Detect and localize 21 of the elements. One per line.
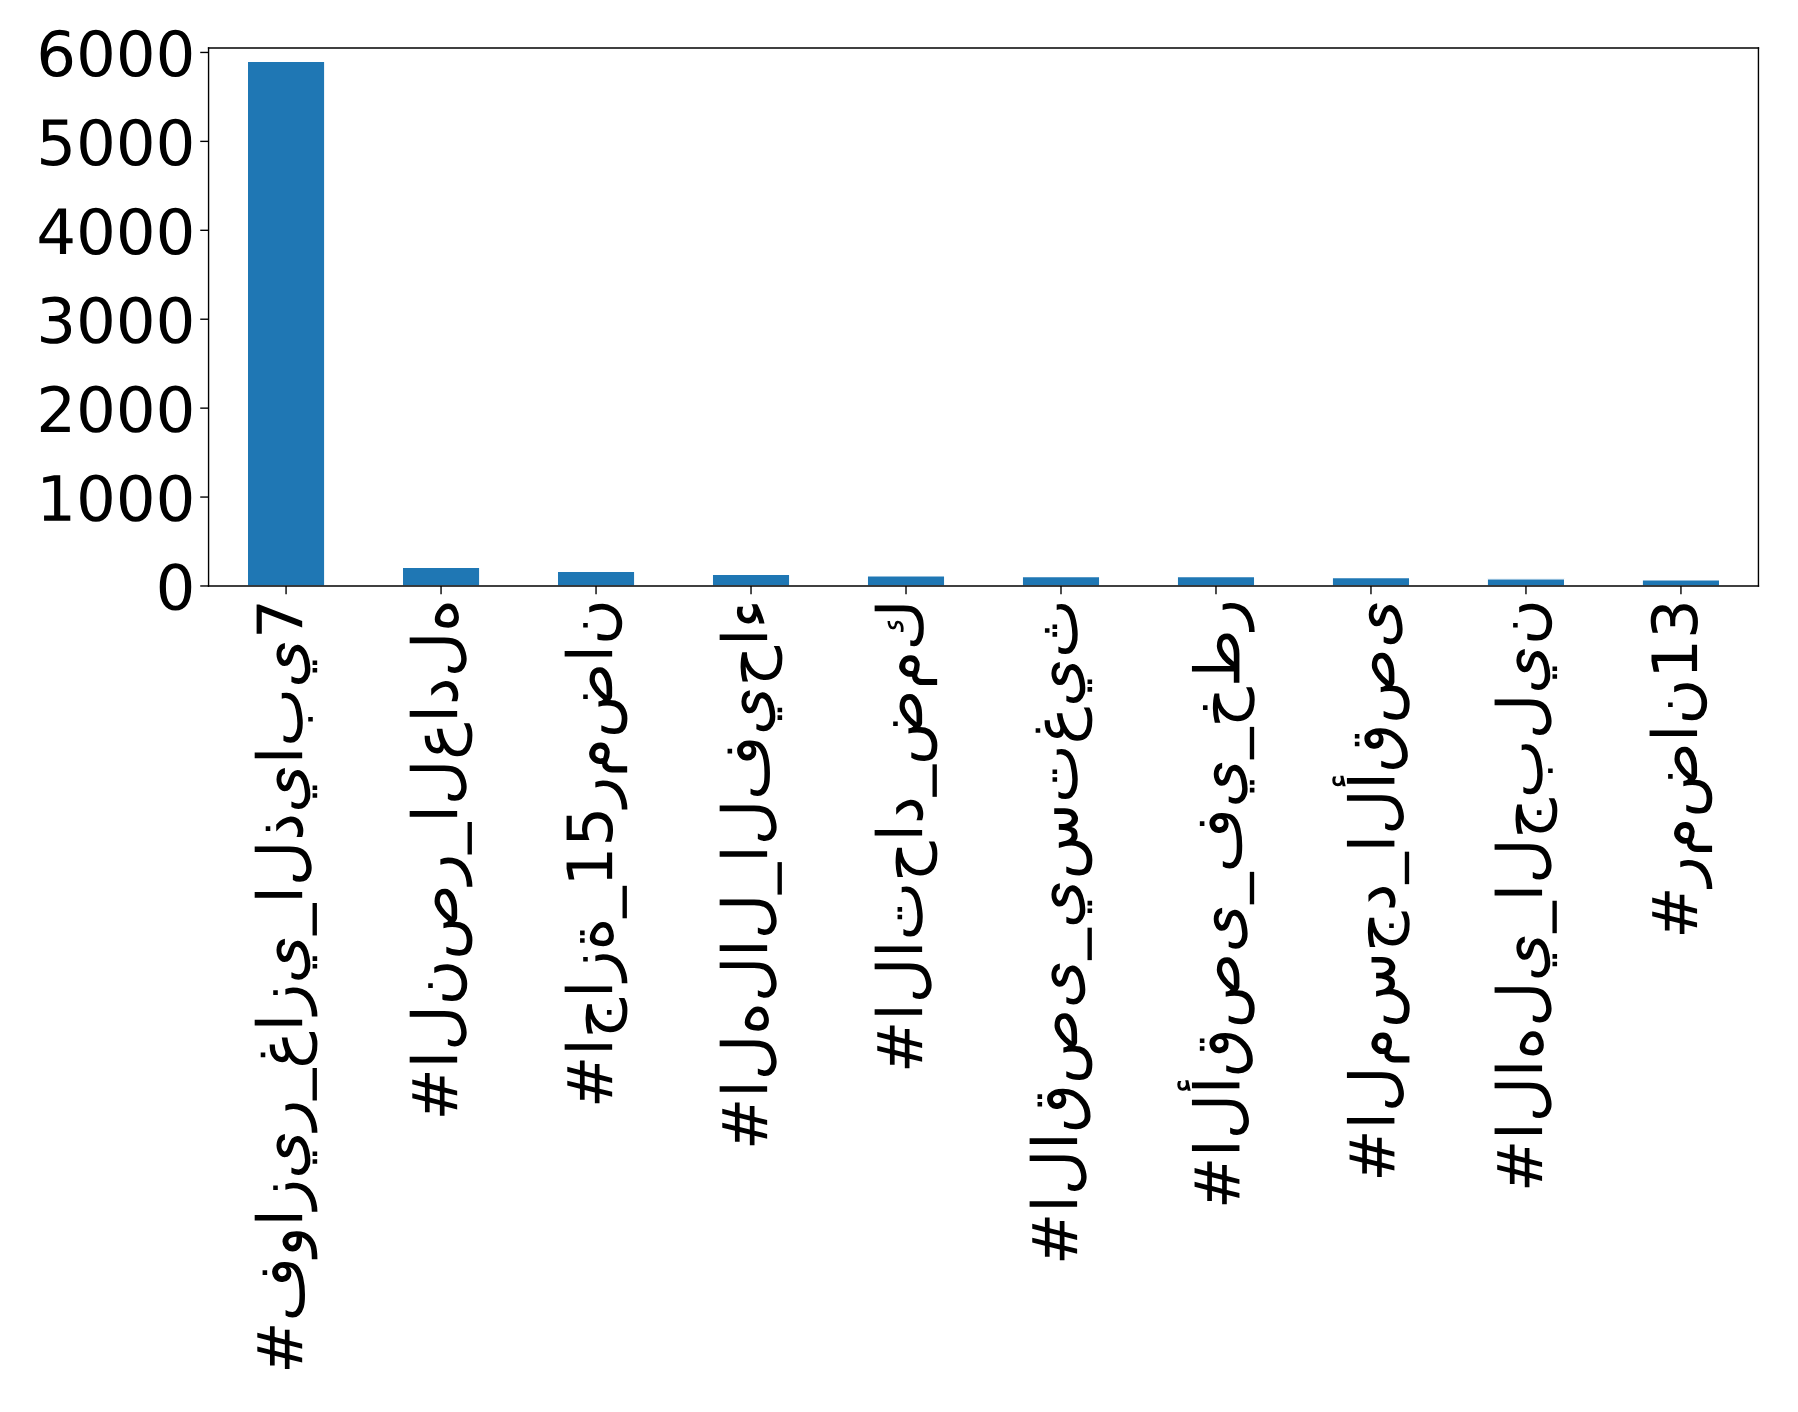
x-tick-label: #الاقصى_يستغيث xyxy=(1029,603,1093,1261)
bar xyxy=(556,570,636,586)
y-tick-label: 5000 xyxy=(41,118,192,167)
x-tick-label: #الهلال_الفيحاء xyxy=(719,604,783,1146)
bar xyxy=(401,566,481,586)
bar xyxy=(246,60,326,586)
y-tick-label: 0 xyxy=(159,563,192,611)
y-tick-label: 4000 xyxy=(39,207,192,255)
x-tick-label: #المسجد_الأقصى xyxy=(1332,603,1410,1178)
y-tick-label: 6000 xyxy=(40,29,192,78)
y-tick-label: 1000 xyxy=(43,474,192,522)
x-tick-label: #الاهلي_الجبلين xyxy=(1494,603,1558,1188)
x-tick-label: #الأقصى_في_خطر xyxy=(1177,602,1255,1205)
y-tick-label: 2000 xyxy=(40,385,192,433)
x-tick-label: #اجازة_15رمضان xyxy=(564,603,628,1104)
bar xyxy=(866,575,946,586)
x-tick-label: #الاتحاد_ضمك xyxy=(874,605,938,1069)
x-tick-label: #فوازير_غازي_الذيابي7 xyxy=(254,604,318,1370)
x-tick-label: #رمضان13 xyxy=(1649,604,1713,934)
x-tick-label: #النصر_العادله xyxy=(409,603,473,1116)
y-tick-label: 3000 xyxy=(41,296,192,344)
